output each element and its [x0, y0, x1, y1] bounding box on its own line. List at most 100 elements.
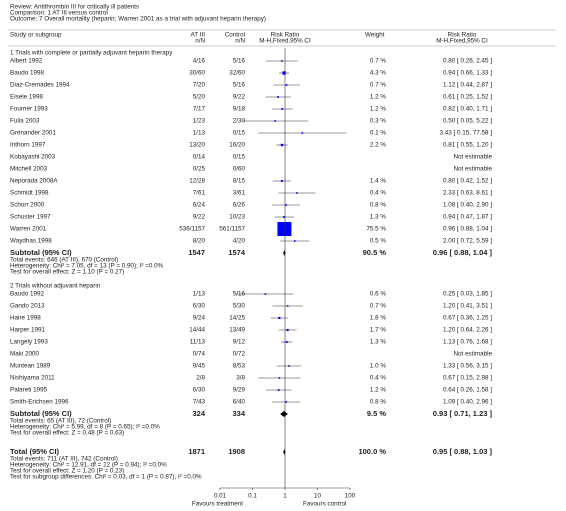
weight-value: 1.2 % — [370, 106, 387, 113]
ci-value: 0.67 [ 0.36, 1.25 ] — [443, 315, 492, 322]
control-value: 9/18 — [233, 106, 246, 113]
study-name: Muntean 1989 — [10, 363, 51, 370]
study-name: Subtotal (95% CI) — [10, 248, 72, 257]
weight-value: 1.7 % — [370, 327, 387, 334]
weight-value: 0.1 % — [370, 130, 387, 137]
weight-square — [280, 143, 284, 147]
control-value: 14/25 — [229, 315, 245, 322]
at3-value: 11/13 — [190, 339, 206, 346]
col-rr: Risk Ratio — [271, 32, 300, 39]
study-name: Diaz-Cremades 1994 — [10, 82, 70, 89]
study-name: Grenander 2001 — [10, 130, 56, 137]
at3-value: 7/43 — [193, 399, 206, 406]
weight-value: 0.5 % — [370, 238, 387, 245]
weight-square — [281, 60, 283, 62]
weight-value: 100.0 % — [358, 447, 386, 456]
at3-value: 9/22 — [193, 214, 206, 221]
at3-value: 4/16 — [193, 58, 206, 65]
ci-value: 1.12 [ 0.44, 2.87 ] — [443, 82, 492, 89]
ci-value: 0.95 [ 0.88, 1.03 ] — [433, 447, 493, 456]
x-tick-label: 0.01 — [214, 493, 227, 500]
study-name: Haire 1998 — [10, 315, 41, 322]
control-value: 9/22 — [233, 94, 246, 101]
ci-value: Not estimable — [454, 351, 493, 358]
note: Test for overall effect: Z = 1.20 (P = 0… — [10, 468, 124, 475]
ci-value: 2.00 [ 0.72, 5.59 ] — [443, 238, 492, 245]
weight-value: 1.3 % — [370, 339, 387, 346]
weight-value: 0.3 % — [370, 118, 387, 125]
weight-square — [264, 293, 267, 295]
group-title: 2 Trials without adjuvant heparin — [10, 283, 101, 290]
summary-diamond — [283, 449, 286, 455]
weight-square — [285, 341, 288, 343]
at3-value: 6/24 — [193, 202, 206, 209]
col-weight: Weight — [365, 32, 385, 39]
at3-value: 9/24 — [193, 315, 206, 322]
study-name: Albert 1992 — [10, 58, 43, 65]
col-rr2-sub: M-H,Fixed,95% CI — [436, 38, 488, 45]
study-name: Fourrier 1993 — [10, 106, 48, 113]
control-value: 16/20 — [229, 142, 245, 149]
at3-value: 12/28 — [189, 178, 205, 185]
at3-value: 536/1157 — [179, 226, 205, 233]
weight-square — [278, 316, 281, 320]
at3-value: 1/13 — [193, 291, 206, 298]
ci-value: 0.80 [ 0.26, 2.45 ] — [443, 58, 492, 65]
weight-value: 0.6 % — [370, 291, 387, 298]
weight-value: 1.4 % — [370, 178, 387, 185]
study-name: Palareti 1995 — [10, 387, 48, 394]
study-name: Neporada 2008A — [10, 178, 58, 185]
col-rr2: Risk Ratio — [448, 32, 477, 39]
weight-square — [296, 192, 298, 194]
x-tick-label: 1 — [283, 493, 287, 500]
control-value: 334 — [232, 409, 245, 418]
study-name: Mitchell 2003 — [10, 166, 48, 173]
ci-value: 1.33 [ 0.56, 3.15 ] — [443, 363, 492, 370]
at3-value: 8/20 — [193, 238, 206, 245]
at3-value: 0/25 — [193, 166, 206, 173]
ci-value: 1.08 [ 0.40, 2.90 ] — [443, 202, 492, 209]
study-name: Maki 2000 — [10, 351, 40, 358]
control-value: 1908 — [228, 447, 245, 456]
weight-square — [277, 222, 292, 236]
control-value: 3/61 — [233, 190, 246, 197]
ci-value: 0.81 [ 0.55, 1.20 ] — [443, 142, 492, 149]
note: Heterogeneity: Chi² = 5.99, df = 8 (P = … — [10, 424, 160, 431]
study-name: Waydhas 1998 — [10, 238, 52, 245]
ci-value: 0.64 [ 0.26, 1.58 ] — [443, 387, 492, 394]
weight-value: 1.2 % — [370, 94, 387, 101]
col-at3-sub: n/N — [195, 38, 205, 45]
ci-value: 0.67 [ 0.15, 2.98 ] — [443, 375, 492, 382]
ci-value: Not estimable — [454, 154, 493, 161]
at3-value: 7/20 — [193, 82, 206, 89]
study-name: Subtotal (95% CI) — [10, 409, 72, 418]
weight-value: 0.7 % — [370, 303, 387, 310]
col-control-sub: n/N — [235, 38, 245, 45]
note: Heterogeneity: Chi² = 12.91, df = 22 (P … — [10, 462, 167, 469]
at3-value: 0/14 — [193, 154, 206, 161]
col-control: Control — [225, 32, 245, 39]
ci-value: Not estimable — [454, 166, 493, 173]
x-tick-label: 10 — [314, 493, 322, 500]
at3-value: 9/45 — [193, 363, 206, 370]
at3-value: 0/74 — [193, 351, 206, 358]
weight-value: 1.3 % — [370, 214, 387, 221]
comparison: Comparison: 1 AT III versus control — [10, 10, 108, 17]
control-value: 5/16 — [233, 58, 246, 65]
control-value: 32/60 — [229, 70, 245, 77]
weight-value: 1.8 % — [370, 315, 387, 322]
control-value: 0/15 — [233, 154, 246, 161]
weight-square — [282, 71, 286, 75]
control-value: 2/30 — [233, 118, 246, 125]
study-name: Inthorn 1997 — [10, 142, 46, 149]
control-value: 8/53 — [233, 363, 246, 370]
weight-value: 9.5 % — [367, 409, 387, 418]
ci-value: 0.96 [ 0.88, 1.04 ] — [443, 226, 492, 233]
study-name: Fulia 2003 — [10, 118, 40, 125]
study-name: Smith-Erichsen 1996 — [10, 399, 69, 406]
weight-value: 0.4 % — [370, 375, 387, 382]
weight-value: 75.5 % — [366, 226, 386, 233]
group-title: 1 Trials with complete or partially adju… — [10, 50, 173, 57]
weight-square — [286, 328, 289, 332]
at3-value: 13/20 — [189, 142, 205, 149]
